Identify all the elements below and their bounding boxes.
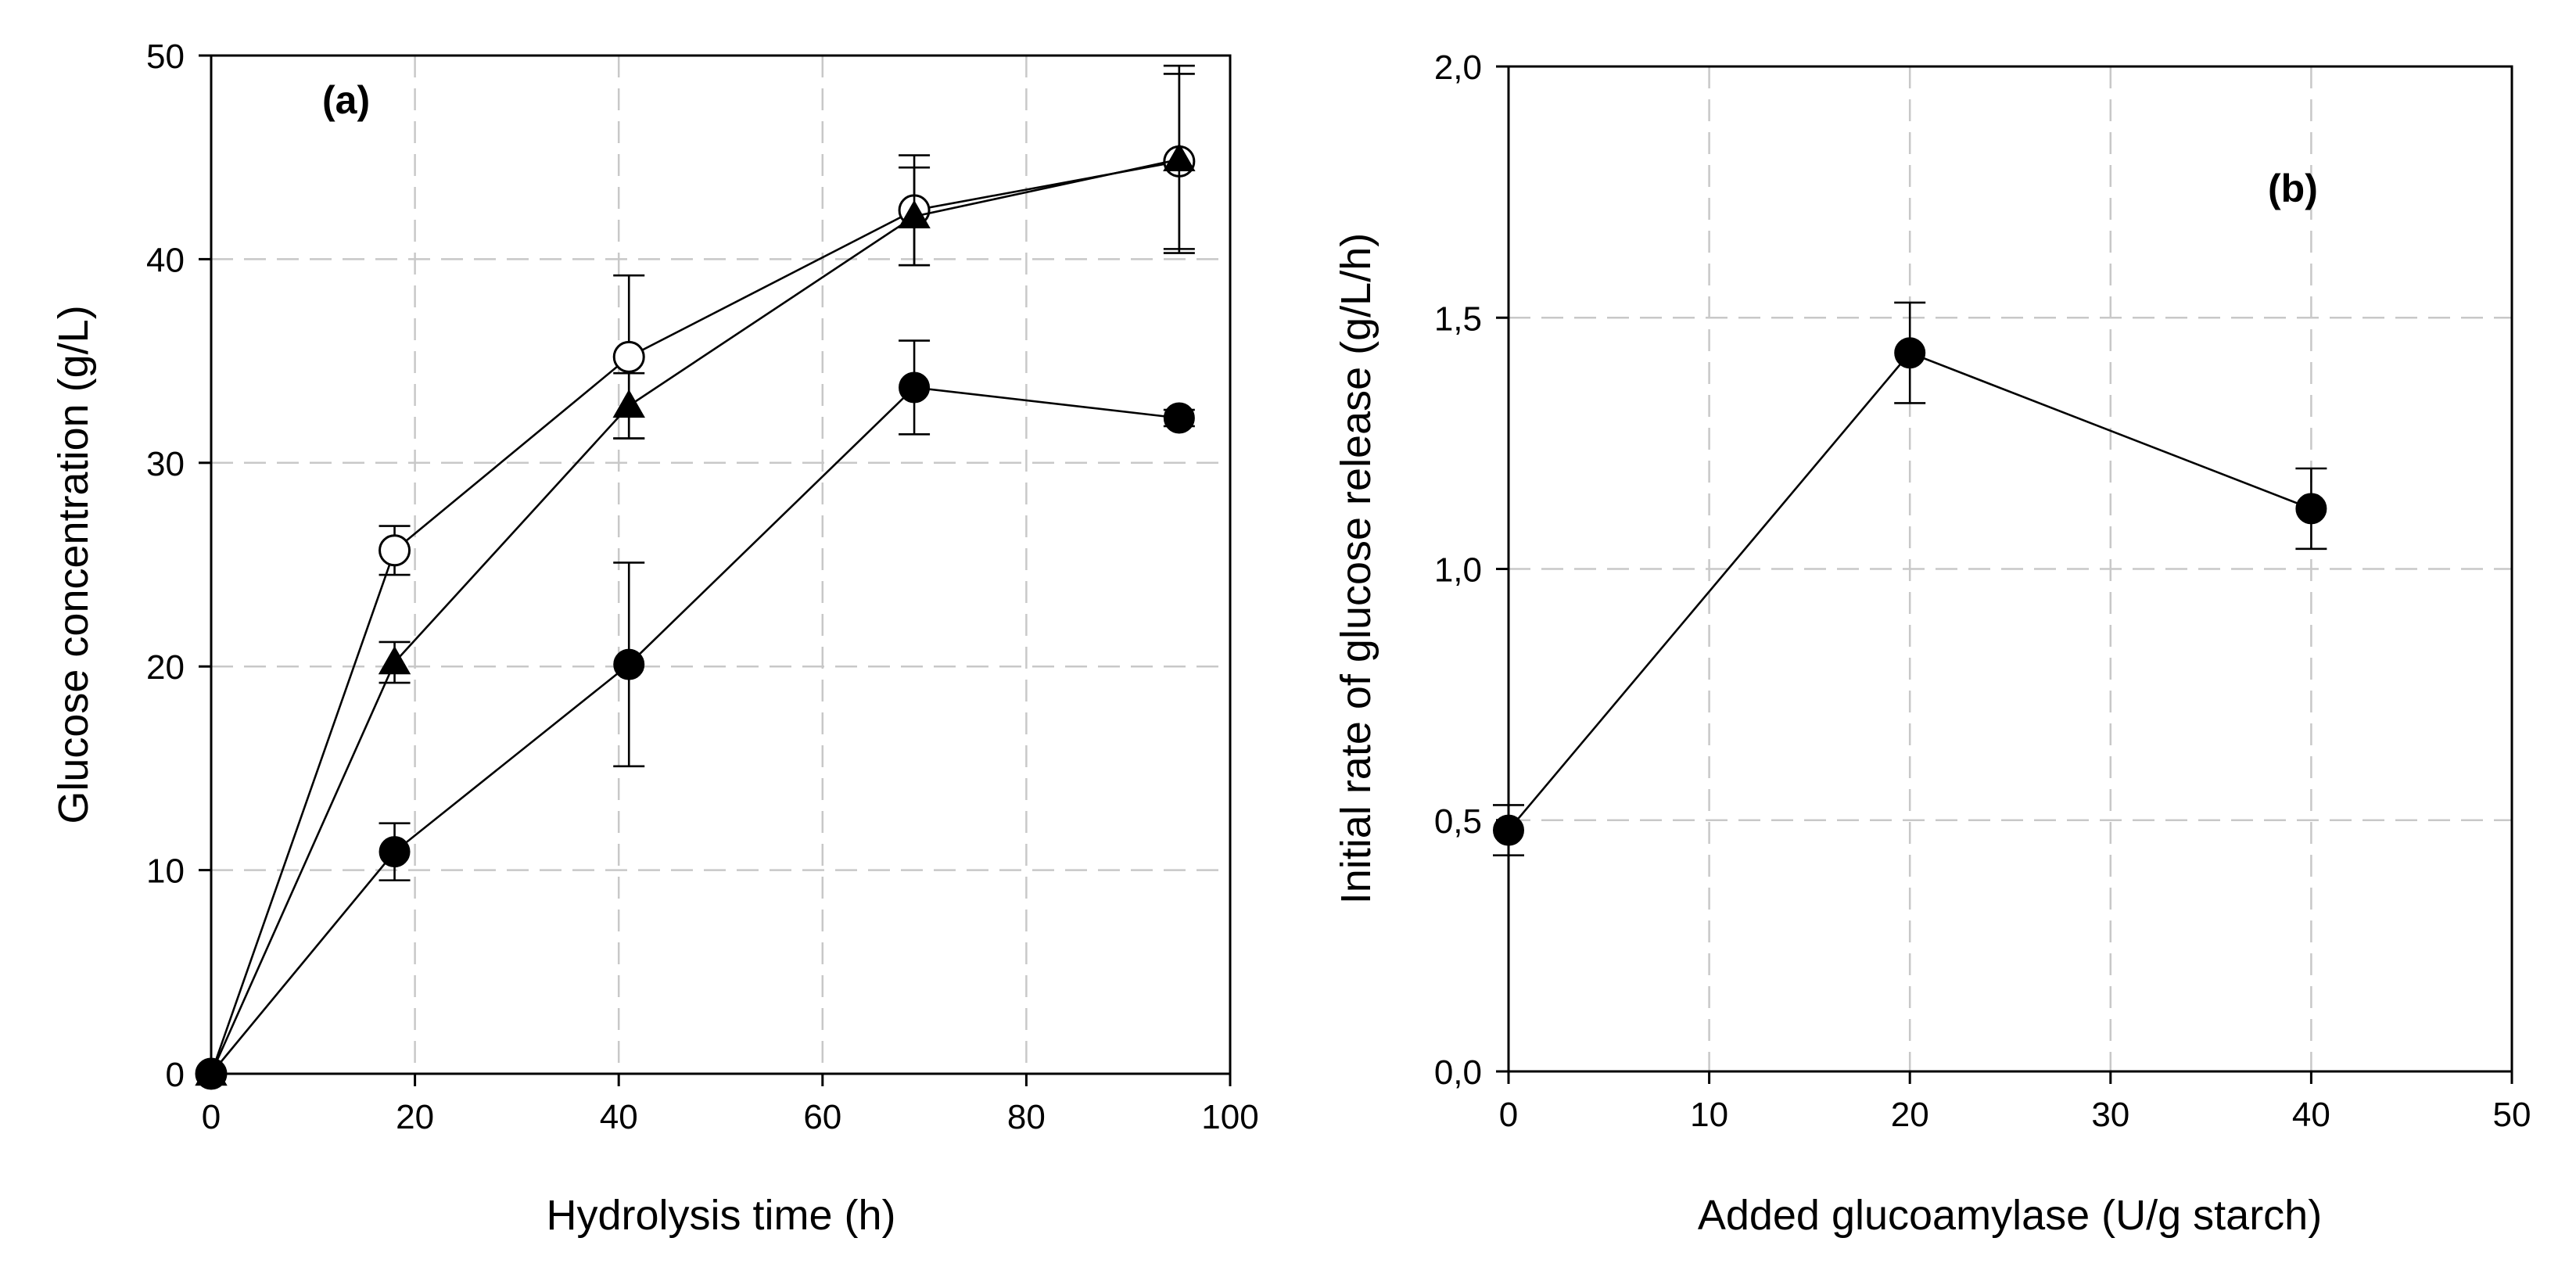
panel-b-ticks: 0 10 20 30 40 50 0,0 0,5 1,0 1,5 2,0 (1434, 48, 2531, 1134)
panel-a-ticks: 0 20 40 60 80 100 0 10 20 30 40 50 (146, 38, 1259, 1136)
panel-a-x-tick-label: 80 (1007, 1098, 1046, 1136)
panel-a-y-tick-label: 30 (146, 445, 185, 483)
panel-a-x-axis-title: Hydrolysis time (h) (546, 1192, 895, 1239)
panel-a-y-tick-label: 50 (146, 38, 185, 76)
panel-a-data-point-filled-circle (613, 648, 645, 680)
panel-b-x-tick-label: 30 (2091, 1096, 2129, 1134)
panel-a-label: (a) (322, 78, 370, 122)
panel-a-data-point-filled-circle (379, 836, 411, 868)
panel-b-x-tick-label: 0 (1499, 1096, 1518, 1134)
panel-a-series (195, 64, 1196, 1090)
panel-b-y-axis-title: Initial rate of glucose release (g/L/h) (1333, 233, 1379, 904)
panel-a-data-point-filled-circle (899, 371, 931, 404)
panel-a-y-tick-label: 40 (146, 241, 185, 279)
panel-a-y-tick-label: 0 (166, 1056, 185, 1094)
panel-a-x-tick-label: 60 (803, 1098, 841, 1136)
panel-a-data-point-filled-triangle (898, 199, 931, 228)
panel-a-x-tick-label: 40 (600, 1098, 638, 1136)
panel-a-y-tick-label: 10 (146, 852, 185, 891)
panel-a-x-tick-label: 20 (396, 1098, 434, 1136)
panel-a-data-point-filled-triangle (612, 389, 645, 418)
panel-b-data-point-filled-circle (2295, 493, 2327, 525)
panel-b-x-tick-label: 50 (2493, 1096, 2531, 1134)
panel-a-data-point-open-circle (379, 534, 411, 567)
panel-b-y-tick-label: 1,5 (1434, 300, 1482, 338)
chart-panel-b: 0 10 20 30 40 50 0,0 0,5 1,0 1,5 2,0 (b) Added glu… (1333, 48, 2531, 1239)
panel-b-y-tick-label: 1,0 (1434, 551, 1482, 590)
panel-b-x-tick-label: 10 (1690, 1096, 1728, 1134)
panel-b-x-axis-title: Added glucoamylase (U/g starch) (1698, 1192, 2322, 1239)
panel-b-y-tick-label: 2,0 (1434, 48, 1482, 87)
panel-a-data-point-filled-triangle (1163, 142, 1196, 172)
panel-b-label: (b) (2268, 167, 2318, 210)
panel-a-series-circle-filled (196, 339, 1195, 1089)
panel-a-data-point-open-circle (612, 340, 645, 373)
panel-b-y-tick-label: 0,5 (1434, 802, 1482, 841)
panel-b-y-tick-label: 0,0 (1434, 1053, 1482, 1092)
panel-a-x-tick-label: 100 (1201, 1098, 1258, 1136)
panel-b-gridlines (1509, 66, 2512, 1071)
panel-a-x-tick-label: 0 (202, 1098, 221, 1136)
panel-a-y-tick-label: 20 (146, 648, 185, 687)
panel-a-plot-frame (210, 54, 1232, 1075)
panel-a-gridlines (211, 56, 1230, 1074)
panel-b-x-tick-label: 20 (1891, 1096, 1929, 1134)
panel-a-data-point-filled-circle (1163, 402, 1195, 434)
panel-b-x-tick-label: 40 (2292, 1096, 2330, 1134)
chart-panel-a: 0 20 40 60 80 100 0 10 20 30 40 50 (a) Hydrolysis t… (50, 38, 1259, 1239)
panel-a-data-point-filled-triangle (378, 645, 411, 675)
panel-a-y-axis-title: Glucose concentration (g/L) (50, 305, 97, 824)
panel-b-data-point-filled-circle (1894, 337, 1926, 369)
